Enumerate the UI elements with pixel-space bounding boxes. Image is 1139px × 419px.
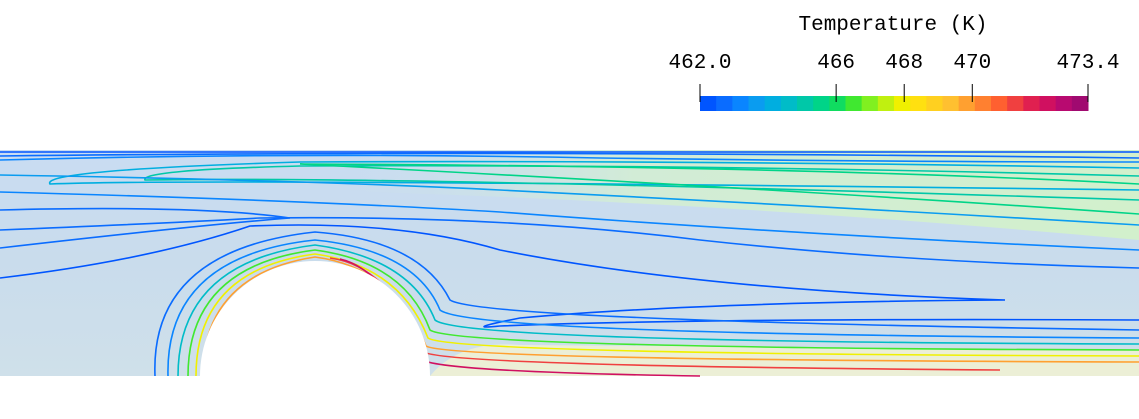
colorbar-segment <box>958 96 976 111</box>
colorbar-segment <box>974 96 992 111</box>
colorbar-tick-label: 468 <box>885 52 923 75</box>
cylinder <box>200 261 430 376</box>
flow-domain <box>0 150 1139 377</box>
contour-line <box>0 154 1139 163</box>
colorbar-segment <box>1007 96 1024 111</box>
colorbar-segment <box>780 96 798 111</box>
colorbar-segment <box>894 96 911 111</box>
colorbar-segment <box>829 96 846 111</box>
colorbar-segment <box>910 96 927 111</box>
colorbar-tick-label: 466 <box>817 52 855 75</box>
contour-line <box>187 249 1139 377</box>
contour-line <box>195 253 1139 377</box>
contour-line <box>0 224 1139 328</box>
colorbar-segment <box>732 96 749 111</box>
colorbar-segment <box>877 96 895 111</box>
colorbar-segment <box>764 96 782 111</box>
contour-line <box>0 174 1139 226</box>
colorbar-segment <box>813 96 830 111</box>
colorbar-segment <box>1023 96 1040 111</box>
warm-region <box>300 150 1139 240</box>
colorbar-segment <box>700 96 717 111</box>
colorbar-segment <box>861 96 879 111</box>
colorbar-segment <box>991 96 1008 111</box>
colorbar-tick-label: 473.4 <box>1056 52 1119 75</box>
contour-line <box>154 231 1139 377</box>
colorbar-segment <box>1039 96 1057 111</box>
contour-line <box>144 164 1139 201</box>
colorbar-segment <box>797 96 814 111</box>
contour-line <box>299 163 1139 215</box>
colorbar-tick-label: 470 <box>953 52 991 75</box>
colorbar-segment <box>942 96 960 111</box>
colorbar-title: Temperature (K) <box>798 14 987 37</box>
colorbar-segment <box>716 96 733 111</box>
colorbar-segment <box>1055 96 1073 111</box>
contour-line <box>167 239 1139 377</box>
colorbar-tick-label: 462.0 <box>668 52 731 75</box>
colorbar-segment <box>1071 96 1089 111</box>
colorbar-segment <box>926 96 943 111</box>
contour-line <box>0 191 1139 251</box>
colorbar-segment <box>748 96 766 111</box>
colorbar-segment <box>845 96 863 111</box>
colorbar: 462.0 466 468 470 473.4 <box>668 52 1120 111</box>
contour-line <box>0 152 1139 159</box>
contour-line <box>177 244 1139 377</box>
contour-line <box>0 216 1139 269</box>
